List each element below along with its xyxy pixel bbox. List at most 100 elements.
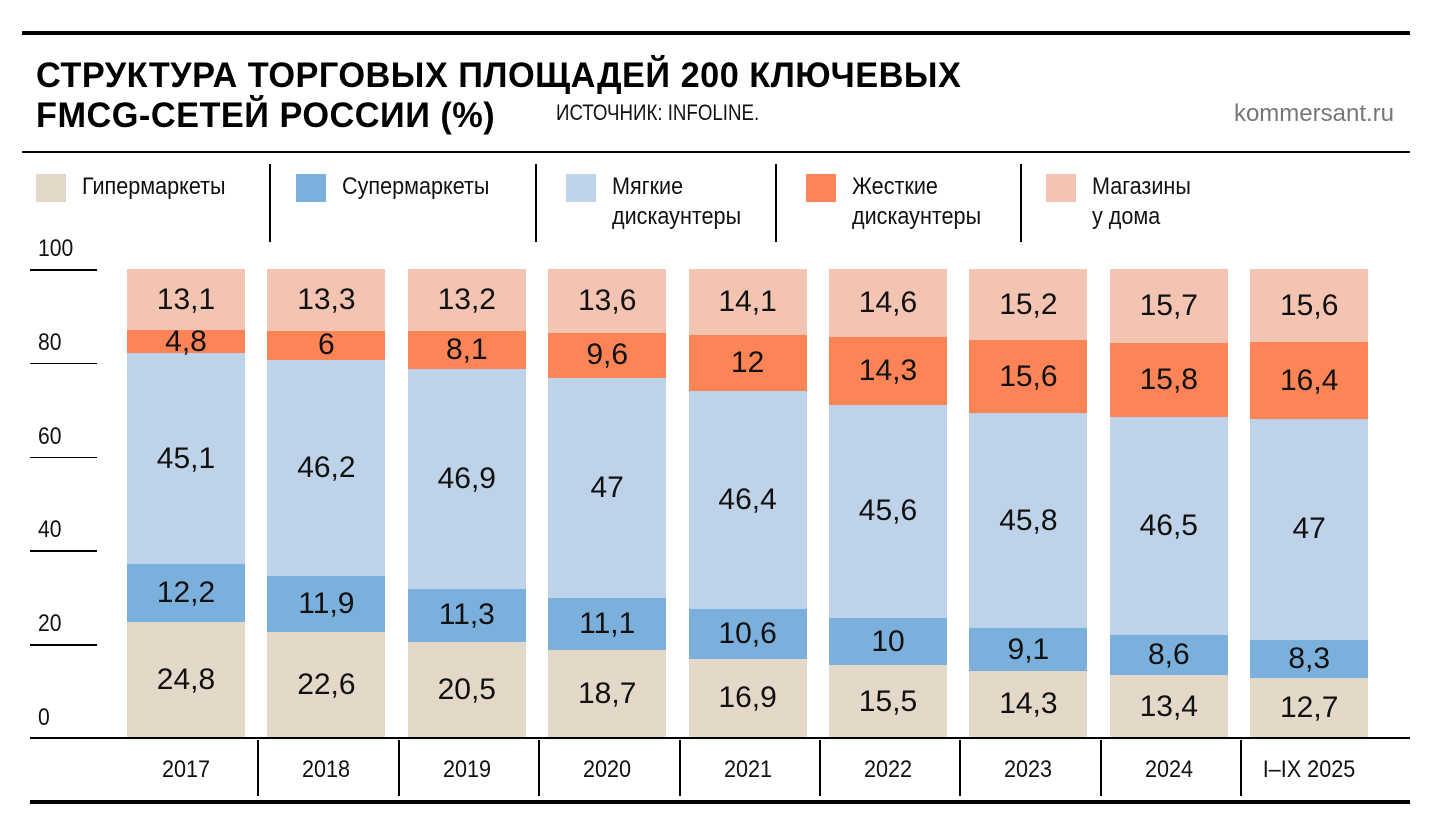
data-label: 13,4 <box>1139 689 1198 723</box>
bar-segment: 10 <box>829 618 947 666</box>
legend-divider <box>535 164 537 242</box>
data-label: 10,6 <box>718 616 777 650</box>
data-label: 12 <box>730 346 765 380</box>
data-label: 46,2 <box>297 450 356 484</box>
bar-segment: 11,3 <box>407 588 526 642</box>
y-tick-label: 20 <box>38 610 62 638</box>
data-label: 14,3 <box>858 354 918 387</box>
y-tick-label: 100 <box>38 235 74 262</box>
data-label: 45,6 <box>858 494 918 528</box>
data-label: 13,3 <box>297 283 356 317</box>
data-label: 11,1 <box>579 607 636 641</box>
bar-segment: 15,6 <box>969 340 1088 414</box>
legend-item: Магазины у дома <box>1046 172 1202 232</box>
data-label: 13,6 <box>577 283 637 317</box>
data-label: 14,3 <box>999 687 1058 721</box>
data-label: 13,2 <box>437 282 496 316</box>
bar-segment: 47 <box>548 377 667 599</box>
bar-segment: 6 <box>267 328 386 362</box>
x-tick-label: 2020 <box>583 756 632 783</box>
bar-segment: 45,1 <box>127 352 245 565</box>
bar-segment: 47 <box>1250 419 1369 640</box>
data-label: 15,2 <box>999 287 1058 321</box>
bar-segment: 24,8 <box>127 621 245 738</box>
data-label: 11,3 <box>438 598 495 632</box>
data-label: 15,5 <box>858 684 918 718</box>
chart-title-line2: FMCG-СЕТЕЙ РОССИИ (%) <box>36 96 496 135</box>
legend-swatch <box>1046 174 1076 202</box>
bar-segment: 45,6 <box>829 404 947 619</box>
y-tick-label: 60 <box>38 422 62 450</box>
x-axis-line <box>30 737 1410 739</box>
y-gridline <box>30 269 97 271</box>
data-label: 15,6 <box>1279 288 1339 322</box>
y-gridline <box>30 550 97 552</box>
bar-segment: 10,6 <box>688 609 807 659</box>
legend-item: Мягкие дискаунтеры <box>566 172 755 232</box>
data-label: 14,1 <box>718 285 777 319</box>
data-label: 11,9 <box>298 587 355 621</box>
legend-divider <box>775 164 777 242</box>
data-label: 16,4 <box>1279 363 1339 397</box>
bar-segment: 13,1 <box>127 269 245 331</box>
data-label: 45,1 <box>156 441 216 475</box>
bar-segment: 8,1 <box>407 330 526 369</box>
site-credit: kommersant.ru <box>1233 100 1394 127</box>
bar-segment: 15,7 <box>1109 269 1228 343</box>
bar-segment: 15,2 <box>969 269 1088 341</box>
legend-swatch <box>566 174 596 202</box>
legend-divider <box>1020 164 1022 242</box>
bar-segment: 15,6 <box>1250 269 1369 343</box>
bar-segment: 16,4 <box>1250 342 1369 420</box>
data-label: 8,3 <box>1288 641 1331 675</box>
bar-segment: 14,3 <box>969 670 1088 738</box>
data-label: 8,6 <box>1147 637 1190 671</box>
data-label: 45,8 <box>999 503 1058 537</box>
bar-segment: 46,5 <box>1109 416 1228 635</box>
y-gridline <box>30 362 97 365</box>
data-label: 12,2 <box>156 576 216 610</box>
bar-segment: 13,6 <box>548 269 667 333</box>
data-label: 15,7 <box>1139 288 1198 322</box>
bar-segment: 12,2 <box>127 564 245 622</box>
legend-label: Гипермаркеты <box>82 173 226 200</box>
y-tick-label: 0 <box>38 704 50 731</box>
legend-divider <box>269 164 271 242</box>
x-divider <box>678 740 681 796</box>
data-label: 46,5 <box>1139 508 1198 542</box>
legend-swatch <box>296 174 326 202</box>
y-gridline <box>30 456 97 459</box>
data-label: 18,7 <box>577 677 637 711</box>
data-label: 15,6 <box>999 359 1058 393</box>
data-label: 6 <box>318 328 335 362</box>
data-label: 47 <box>1292 512 1326 546</box>
bar-segment: 15,8 <box>1109 342 1228 417</box>
source-note: ИСТОЧНИК: INFOLINE. <box>556 100 760 125</box>
title-rule <box>22 151 1410 153</box>
bar-segment: 14,1 <box>688 269 807 336</box>
data-label: 9,1 <box>1007 632 1050 666</box>
bar-segment: 13,2 <box>407 269 526 331</box>
bar-segment: 14,6 <box>829 269 947 338</box>
bar-segment: 13,4 <box>1109 675 1228 738</box>
bar-segment: 12,7 <box>1250 678 1369 738</box>
legend-label: Жесткие дискаунтеры <box>852 173 982 230</box>
bar-segment: 9,1 <box>969 628 1088 671</box>
y-tick-label: 80 <box>38 328 62 356</box>
data-label: 20,5 <box>437 672 496 706</box>
legend-label: Супермаркеты <box>342 173 490 200</box>
data-label: 24,8 <box>156 662 216 696</box>
bar-segment: 9,6 <box>548 332 667 378</box>
x-tick-label: 2024 <box>1144 756 1193 783</box>
x-tick-label: 2022 <box>863 756 913 783</box>
legend-label: Магазины у дома <box>1092 173 1191 230</box>
x-tick-label: 2019 <box>442 756 491 783</box>
x-tick-label: 2017 <box>161 756 211 783</box>
y-tick-label: 40 <box>38 516 62 544</box>
bar-segment: 22,6 <box>267 632 386 738</box>
x-divider <box>1240 740 1243 796</box>
x-tick-label: 2023 <box>1004 756 1053 783</box>
data-label: 13,1 <box>156 282 216 316</box>
bar-segment: 15,5 <box>829 665 947 738</box>
